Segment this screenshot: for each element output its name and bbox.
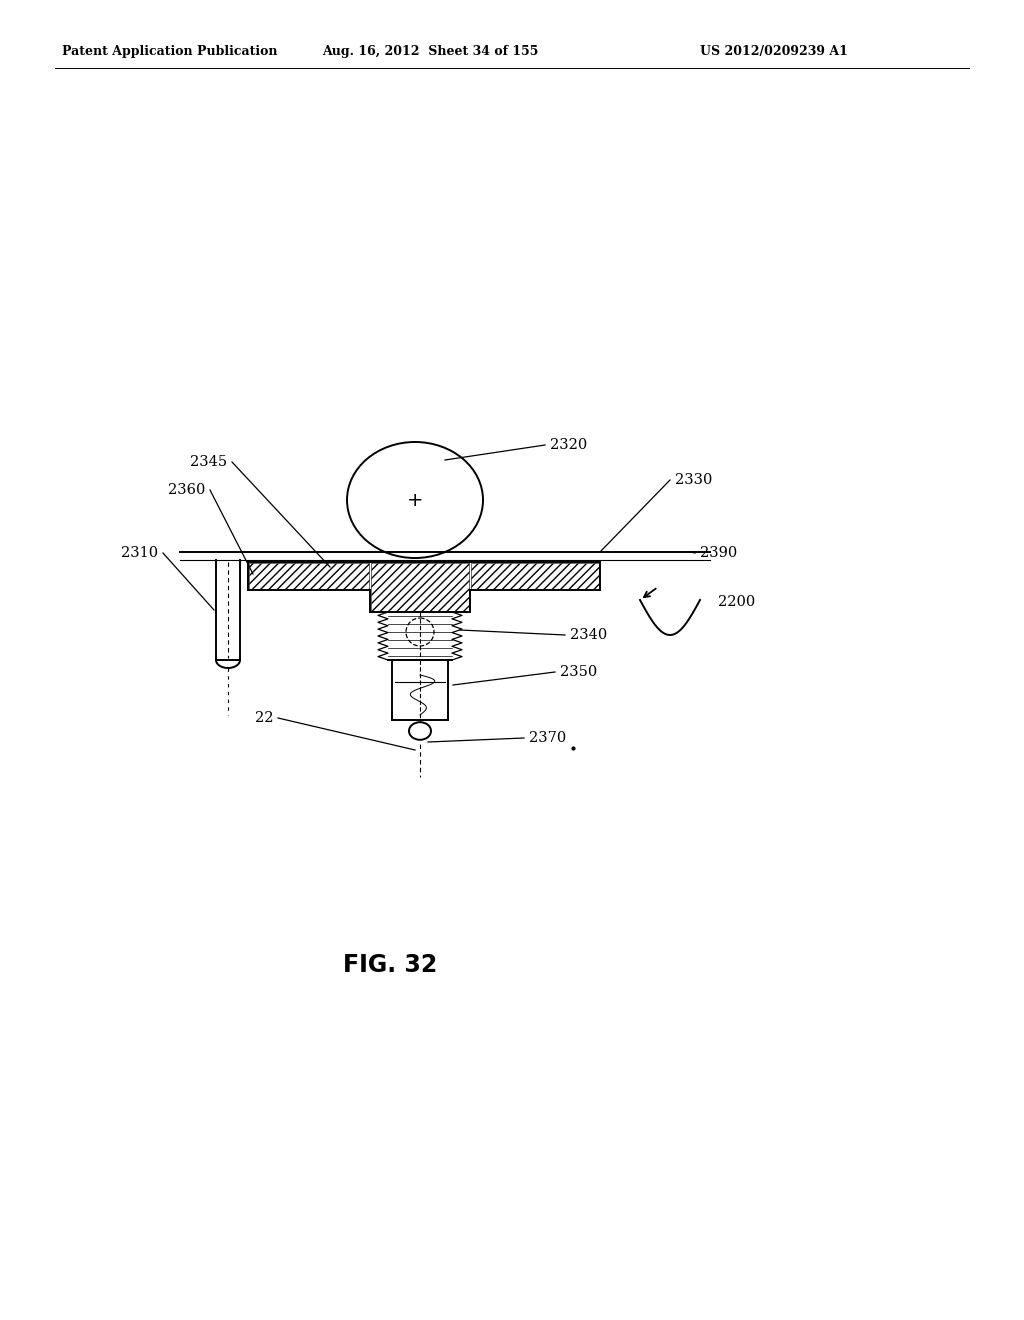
Text: 2200: 2200: [718, 595, 756, 609]
Bar: [471, 564, 599, 589]
Text: FIG. 32: FIG. 32: [343, 953, 437, 977]
Text: 2360: 2360: [168, 483, 205, 498]
Text: 2350: 2350: [560, 665, 597, 678]
Text: Patent Application Publication: Patent Application Publication: [62, 45, 278, 58]
Bar: [249, 564, 369, 589]
Text: 2310: 2310: [121, 546, 158, 560]
Text: 2320: 2320: [550, 438, 587, 451]
Bar: [371, 564, 469, 611]
Text: Aug. 16, 2012  Sheet 34 of 155: Aug. 16, 2012 Sheet 34 of 155: [322, 45, 539, 58]
Text: 2345: 2345: [189, 455, 227, 469]
Text: 2390: 2390: [700, 546, 737, 560]
Text: 2340: 2340: [570, 628, 607, 642]
Text: US 2012/0209239 A1: US 2012/0209239 A1: [700, 45, 848, 58]
Text: 22: 22: [255, 711, 273, 725]
Text: 2370: 2370: [529, 731, 566, 744]
Text: 2330: 2330: [675, 473, 713, 487]
Text: +: +: [407, 491, 423, 510]
